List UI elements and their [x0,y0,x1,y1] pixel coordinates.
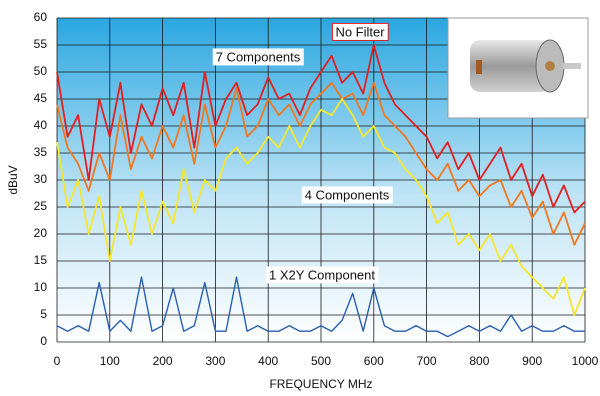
x-tick-label: 100 [100,354,120,368]
x-tick-label: 400 [258,354,278,368]
y-tick-label: 55 [34,37,48,51]
motor-photo [447,17,589,119]
series-label-box [212,48,304,66]
series-label: 1 X2Y Component [269,267,375,282]
y-axis-label: dBuV [6,165,20,194]
y-tick-label: 20 [34,226,48,240]
series-label-box [266,266,379,284]
series-label-box [331,22,389,41]
y-tick-label: 5 [40,307,47,321]
x-tick-label: 500 [311,354,331,368]
x-tick-label: 200 [153,354,173,368]
x-tick-label: 300 [205,354,225,368]
series-line [56,276,585,338]
y-tick-label: 15 [34,253,48,267]
x-tick-label: 1000 [572,354,599,368]
x-tick-label: 900 [522,354,542,368]
x-tick-label: 0 [54,354,61,368]
series-label: No Filter [335,24,385,39]
series-label: 4 Components [305,187,390,202]
series-line [56,81,586,246]
x-axis-label: FREQUENCY MHz [269,377,372,391]
y-tick-label: 40 [34,118,48,132]
series-line [56,44,586,214]
y-tick-label: 45 [34,91,48,105]
x-tick-label: 700 [417,354,437,368]
y-tick-label: 35 [34,145,48,159]
y-tick-label: 25 [34,199,48,213]
series-label-box [301,186,393,204]
series-line [56,98,586,316]
y-tick-label: 50 [34,64,48,78]
y-tick-label: 30 [34,172,48,186]
x-tick-label: 600 [364,354,384,368]
y-tick-label: 10 [34,280,48,294]
lines [56,44,586,338]
y-tick-label: 0 [40,334,47,348]
y-tick-label: 60 [34,10,48,24]
x-tick-label: 800 [469,354,489,368]
series-label: 7 Components [216,49,301,64]
